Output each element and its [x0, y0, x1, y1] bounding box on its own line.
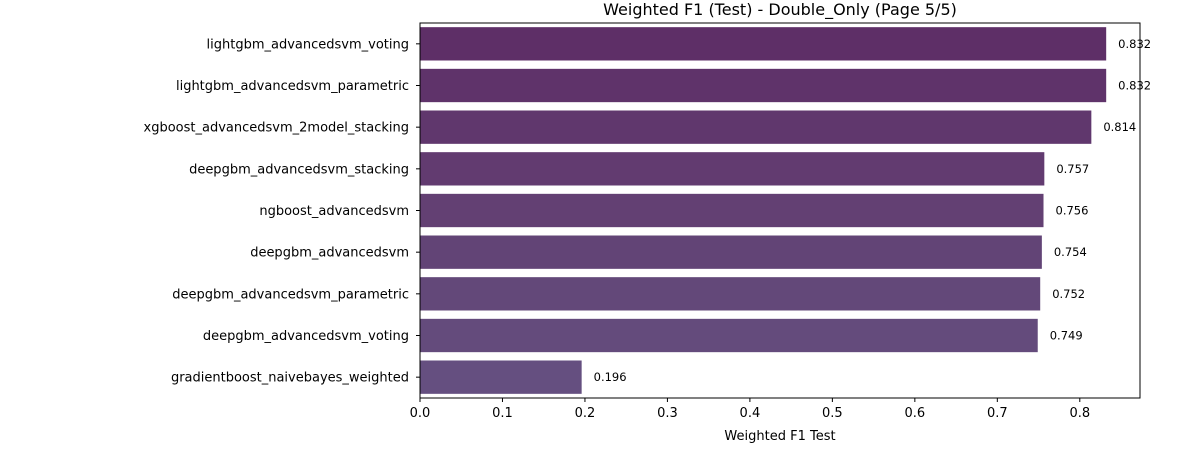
category-label-ngboost_advancedsvm: ngboost_advancedsvm [259, 204, 409, 219]
data-label-lightgbm_advancedsvm_parametric: 0.832 [1118, 79, 1151, 93]
category-label-deepgbm_advancedsvm_stacking: deepgbm_advancedsvm_stacking [189, 162, 409, 177]
bar-lightgbm_advancedsvm_parametric [420, 68, 1107, 103]
data-label-deepgbm_advancedsvm_stacking: 0.757 [1056, 162, 1089, 176]
x-tick-label-0.1: 0.1 [492, 406, 513, 421]
category-label-gradientboost_naivebayes_weighted: gradientboost_naivebayes_weighted [171, 371, 409, 386]
data-label-deepgbm_advancedsvm: 0.754 [1054, 245, 1087, 259]
bars-layer: 0.832 0.832 0.814 0.757 0.756 0.754 0.752 0.749… [420, 27, 1151, 394]
data-label-xgboost_advancedsvm_2model_stacking: 0.814 [1103, 120, 1136, 134]
bar-deepgbm_advancedsvm_parametric [420, 277, 1041, 311]
data-label-deepgbm_advancedsvm_parametric: 0.752 [1052, 287, 1085, 301]
category-label-deepgbm_advancedsvm_voting: deepgbm_advancedsvm_voting [203, 329, 409, 344]
category-labels: lightgbm_advancedsvm_voting lightgbm_adva… [144, 37, 420, 386]
bar-lightgbm_advancedsvm_voting [420, 27, 1107, 61]
x-axis-title: Weighted F1 Test [724, 429, 835, 444]
category-label-xgboost_advancedsvm_2model_stacking: xgboost_advancedsvm_2model_stacking [144, 121, 409, 136]
category-label-lightgbm_advancedsvm_parametric: lightgbm_advancedsvm_parametric [176, 79, 409, 94]
data-label-gradientboost_naivebayes_weighted: 0.196 [594, 370, 627, 384]
bar-deepgbm_advancedsvm_stacking [420, 152, 1045, 186]
data-label-lightgbm_advancedsvm_voting: 0.832 [1118, 37, 1151, 51]
bar-gradientboost_naivebayes_weighted [420, 360, 582, 394]
x-tick-label-0.2: 0.2 [575, 406, 596, 421]
x-tick-label-0.8: 0.8 [1069, 406, 1090, 421]
x-tick-label-0.7: 0.7 [987, 406, 1008, 421]
x-tick-label-0.5: 0.5 [822, 406, 843, 421]
data-label-ngboost_advancedsvm: 0.756 [1056, 204, 1089, 218]
x-tick-label-0.4: 0.4 [740, 406, 761, 421]
data-label-deepgbm_advancedsvm_voting: 0.749 [1050, 329, 1083, 343]
x-tick-label-0.3: 0.3 [657, 406, 678, 421]
chart-title: Weighted F1 (Test) - Double_Only (Page 5… [603, 0, 957, 20]
bar-xgboost_advancedsvm_2model_stacking [420, 110, 1092, 144]
x-axis-ticks: 0.0 0.1 0.2 0.3 0.4 0.5 0.6 0.7 0.8 [410, 398, 1090, 421]
category-label-deepgbm_advancedsvm_parametric: deepgbm_advancedsvm_parametric [172, 287, 409, 302]
category-label-deepgbm_advancedsvm: deepgbm_advancedsvm [250, 246, 409, 261]
category-label-lightgbm_advancedsvm_voting: lightgbm_advancedsvm_voting [207, 37, 409, 52]
plot-frame [419, 22, 1141, 399]
x-tick-label-0.0: 0.0 [410, 406, 431, 421]
bar-deepgbm_advancedsvm [420, 235, 1042, 269]
bar-deepgbm_advancedsvm_voting [420, 318, 1038, 353]
x-tick-label-0.6: 0.6 [905, 406, 926, 421]
bar-ngboost_advancedsvm [420, 193, 1044, 228]
